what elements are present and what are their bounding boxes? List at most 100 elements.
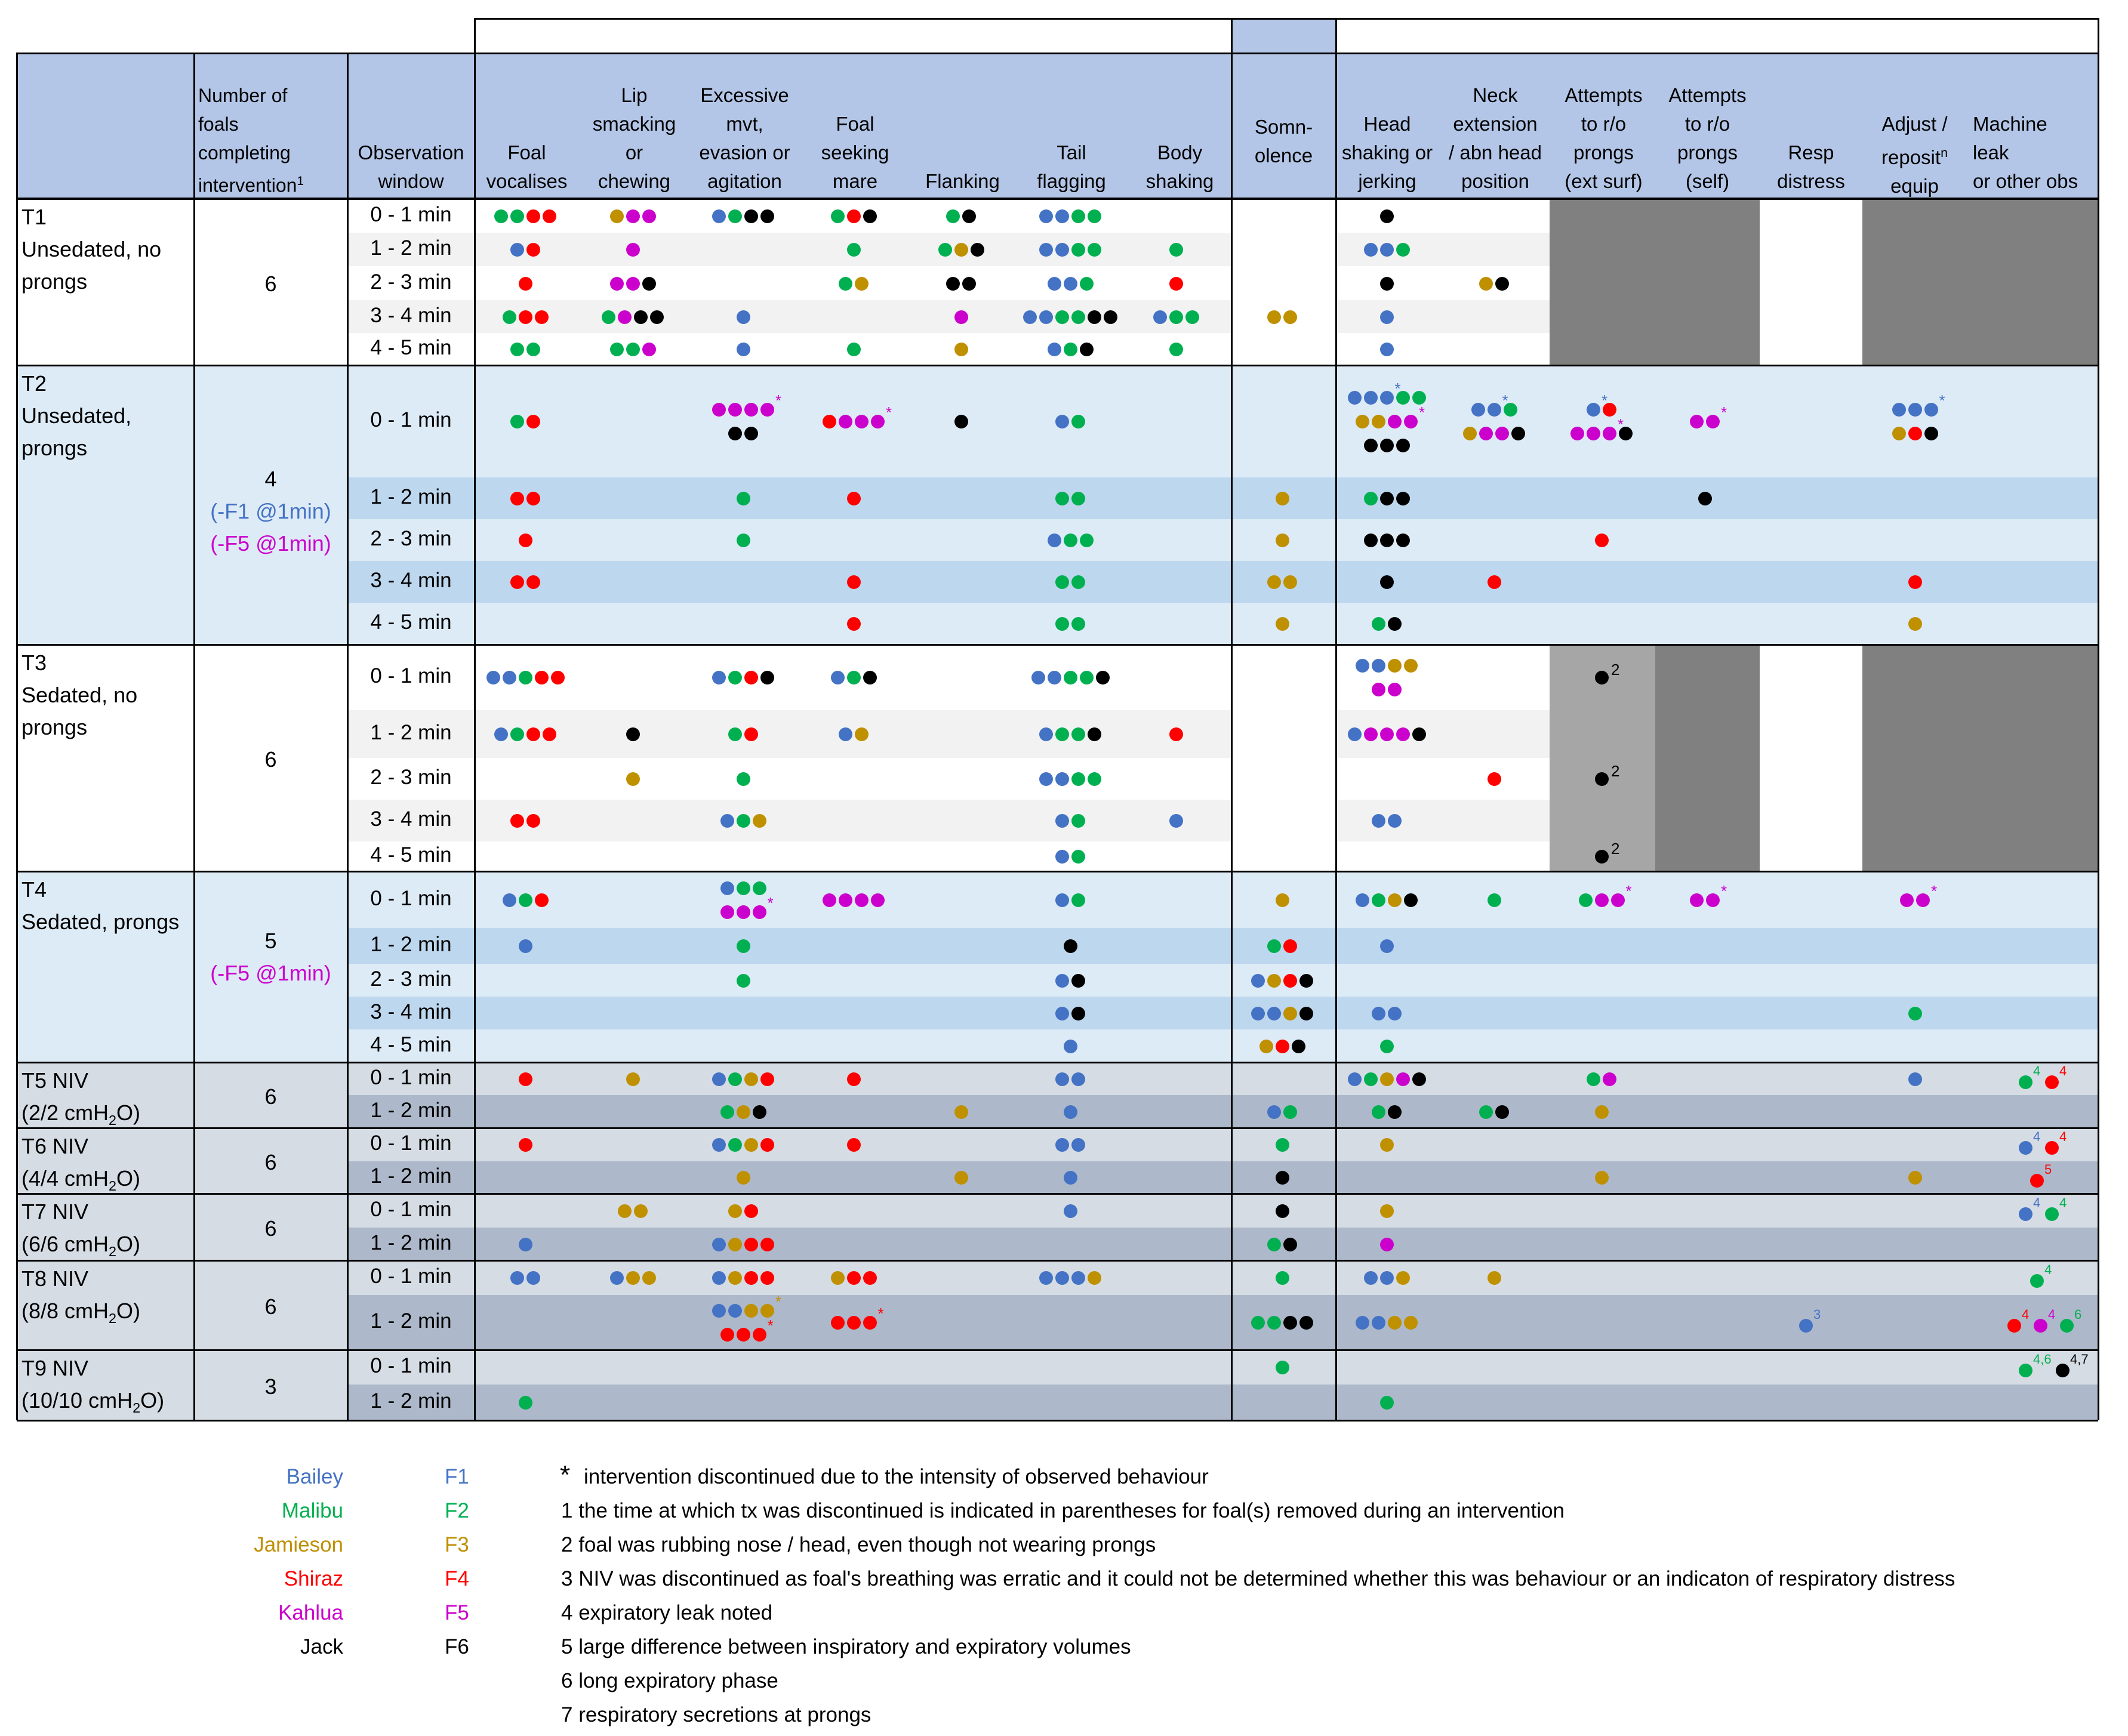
rule <box>17 198 2098 200</box>
foal-dot-F5 <box>1706 415 1720 428</box>
discontinued-mark: * <box>877 1305 884 1322</box>
foal-dot-F3 <box>728 1204 742 1218</box>
discontinued-mark: * <box>1502 391 1508 409</box>
foal-dot-F1 <box>728 1304 742 1318</box>
legend-code: F2 <box>445 1499 469 1522</box>
foal-dot-F6 <box>1095 671 1110 684</box>
foal-dot-F3 <box>1372 415 1385 428</box>
foal-dot-F1 <box>502 893 516 907</box>
foal-dot-F2 <box>736 772 750 786</box>
col-3: Foal seeking mare <box>821 113 889 192</box>
legend-star: * <box>560 1460 571 1490</box>
foal-dot-F4 <box>510 492 524 505</box>
observation-window: 4 - 5 min <box>370 843 452 867</box>
foal-dot-F6 <box>760 209 774 223</box>
foal-dot-F6 <box>1412 1072 1426 1086</box>
col-4: Flanking <box>925 170 1000 192</box>
legend-name: Jamieson <box>254 1533 343 1556</box>
foal-dot-F6 <box>1396 492 1410 505</box>
foal-dot-F2 <box>1071 243 1085 257</box>
foal-dot-F2 <box>1169 243 1183 257</box>
foal-dot-F2 <box>1372 617 1385 631</box>
foal-dot-F2 <box>1412 391 1426 405</box>
foal-dot-F2 <box>728 1072 742 1086</box>
foal-dot-F3 <box>1275 534 1289 547</box>
na-block <box>1862 645 2098 871</box>
foal-dot-F1 <box>1347 1072 1362 1086</box>
foal-dot-F4 <box>1275 1039 1289 1053</box>
discontinued-mark: * <box>1618 415 1624 433</box>
foal-dot-F2 <box>1063 671 1077 684</box>
foal-dot-F1 <box>712 1304 726 1318</box>
discontinued-mark: * <box>1625 881 1632 900</box>
foal-dot-F1 <box>1892 403 1906 417</box>
foal-dot-F2 <box>1251 1316 1265 1330</box>
foal-dot-F2 <box>2019 1364 2032 1377</box>
foal-dot-F4 <box>1603 403 1616 417</box>
foal-dot-F6 <box>954 415 968 428</box>
foal-dot-F6 <box>946 276 960 291</box>
observation-window: 1 - 2 min <box>370 1389 452 1413</box>
treatment-T1: T1 Unsedated, no prongs <box>21 205 162 294</box>
foal-count: 6 <box>264 747 277 772</box>
foal-dot-F5 <box>609 276 624 291</box>
treatment-label-cell <box>17 1062 347 1128</box>
foal-dot-F4 <box>1283 939 1297 953</box>
foal-dot-F3 <box>954 343 968 356</box>
table-row <box>347 1295 2098 1350</box>
foal-dot-F2 <box>1055 310 1069 324</box>
foal-dot-F2 <box>2045 1207 2059 1221</box>
foal-dot-F1 <box>720 814 734 828</box>
foal-dot-F2 <box>839 276 852 291</box>
foal-dot-F5 <box>871 415 885 428</box>
foal-dot-F1 <box>712 671 726 684</box>
legend-note: 4 expiratory leak noted <box>561 1601 773 1624</box>
foal-dot-F3 <box>744 1072 758 1086</box>
foal-dot-F2 <box>1088 209 1101 223</box>
foal-dot-F6 <box>634 310 648 324</box>
foal-dot-F3 <box>609 209 624 223</box>
table-row <box>347 1095 2098 1128</box>
foal-dot-F2 <box>1079 276 1094 291</box>
foal-dot-F6 <box>1299 973 1313 988</box>
foal-dot-F2 <box>1396 391 1410 405</box>
foal-dot-F5 <box>1396 1072 1410 1086</box>
foal-dot-F3 <box>1275 492 1289 505</box>
foal-dot-F6 <box>1104 310 1117 324</box>
foal-dot-F3 <box>1379 1072 1394 1086</box>
rule <box>16 53 18 1420</box>
observation-window: 0 - 1 min <box>370 664 452 687</box>
foal-dot-F4 <box>526 209 540 223</box>
foal-dot-F3 <box>830 1271 845 1285</box>
foal-dot-F2 <box>1908 1006 1922 1020</box>
foal-dot-F5 <box>1404 415 1418 428</box>
foal-dot-F3 <box>1388 659 1402 673</box>
foal-dot-F3 <box>1283 1006 1297 1020</box>
somnolence-cell <box>1231 645 1336 871</box>
foal-dot-F2 <box>946 209 960 223</box>
treatment-T8: T8 NIV (8/8 cmH2O) <box>21 1266 141 1327</box>
foal-dot-F1 <box>2019 1207 2032 1221</box>
observation-window: 4 - 5 min <box>370 1032 452 1056</box>
foal-dot-F6 <box>1412 727 1426 741</box>
foal-dot-F2 <box>1079 671 1094 684</box>
foal-dot-F4 <box>720 1328 734 1342</box>
foal-dot-F1 <box>1031 671 1045 684</box>
foal-dot-F2 <box>1479 1105 1493 1119</box>
foal-dot-F4 <box>2045 1075 2059 1089</box>
foal-dot-F2 <box>720 1105 734 1119</box>
foal-dot-F5 <box>728 403 742 417</box>
foal-dot-F2 <box>609 343 624 356</box>
rule <box>193 53 195 1420</box>
col-10: Attempts to r/o prongs (ext surf) <box>1565 84 1643 192</box>
foal-dot-F1 <box>839 727 852 741</box>
observation-window: 3 - 4 min <box>370 807 452 831</box>
foal-dot-F1 <box>736 310 750 324</box>
foal-dot-F2 <box>1055 575 1069 589</box>
foal-dot-F1 <box>1908 1072 1922 1086</box>
foal-dot-F6 <box>1396 439 1410 452</box>
foal-dot-F1 <box>1055 243 1069 257</box>
foal-dot-F4 <box>846 492 861 505</box>
foal-dot-F6 <box>1063 939 1077 953</box>
discontinued-mark: * <box>1394 380 1401 397</box>
